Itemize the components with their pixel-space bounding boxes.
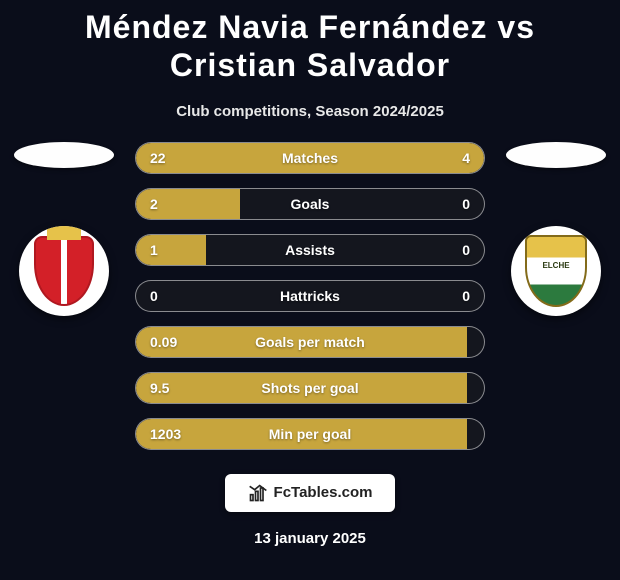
stat-label: Goals xyxy=(136,196,484,212)
stat-row: 1Assists0 xyxy=(135,234,485,266)
stat-row: 2Goals0 xyxy=(135,188,485,220)
stat-row: 22Matches4 xyxy=(135,142,485,174)
left-player-name-oval xyxy=(14,142,114,168)
stat-value-right: 4 xyxy=(462,150,470,166)
stats-column: 22Matches42Goals01Assists00Hattricks00.0… xyxy=(135,142,485,450)
right-player-name-oval xyxy=(506,142,606,168)
stat-value-right: 0 xyxy=(462,242,470,258)
stat-row: 9.5Shots per goal xyxy=(135,372,485,404)
stat-value-right: 0 xyxy=(462,288,470,304)
stat-label: Hattricks xyxy=(136,288,484,304)
comparison-layout: 22Matches42Goals01Assists00Hattricks00.0… xyxy=(0,142,620,450)
stat-label: Assists xyxy=(136,242,484,258)
elche-crest-icon: ELCHE xyxy=(525,235,587,307)
subtitle: Club competitions, Season 2024/2025 xyxy=(0,103,620,120)
left-club-crest xyxy=(19,226,109,316)
brand-text: FcTables.com xyxy=(274,484,373,501)
footer-date: 13 january 2025 xyxy=(0,530,620,547)
stat-label: Shots per goal xyxy=(136,380,484,396)
stat-label: Min per goal xyxy=(136,426,484,442)
sporting-crest-icon xyxy=(34,236,94,306)
stat-row: 0Hattricks0 xyxy=(135,280,485,312)
stat-row: 0.09Goals per match xyxy=(135,326,485,358)
chart-icon xyxy=(248,483,268,503)
right-club-crest: ELCHE xyxy=(511,226,601,316)
page-title: Méndez Navia Fernández vs Cristian Salva… xyxy=(0,0,620,85)
stat-label: Goals per match xyxy=(136,334,484,350)
left-player-column xyxy=(9,142,119,316)
brand-link[interactable]: FcTables.com xyxy=(225,474,395,512)
right-player-column: ELCHE xyxy=(501,142,611,316)
stat-row: 1203Min per goal xyxy=(135,418,485,450)
elche-band-text: ELCHE xyxy=(525,261,587,270)
stat-label: Matches xyxy=(136,150,484,166)
stat-value-right: 0 xyxy=(462,196,470,212)
